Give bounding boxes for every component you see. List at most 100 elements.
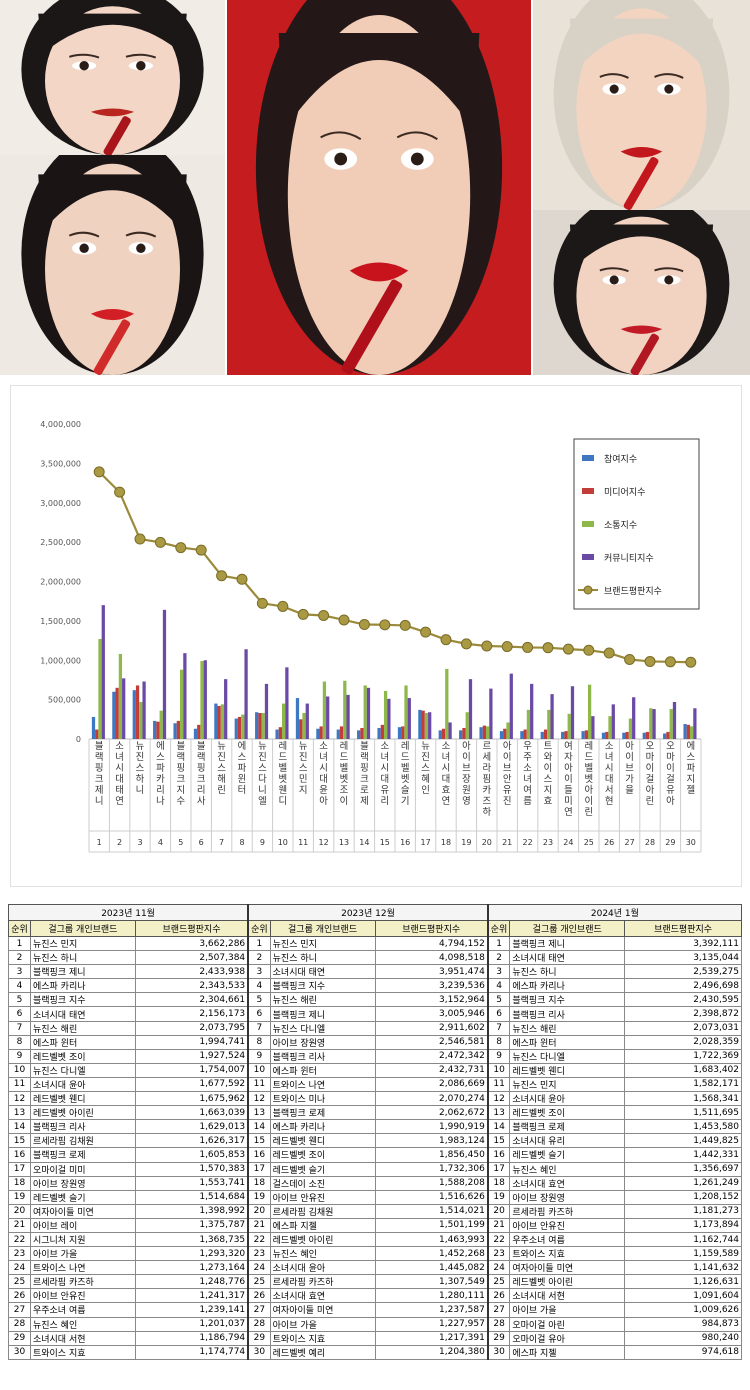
- bar-미디어지수: [401, 726, 405, 739]
- table-column-header: 걸그룹 개인브랜드: [29, 920, 136, 937]
- table-row: 20 여자아이들 미연 1,398,992 20 르세라핌 김채원 1,514,021 20…: [8, 1203, 742, 1219]
- line-point: [236, 573, 248, 585]
- brand-index-cell: 1,514,684: [134, 1189, 249, 1205]
- bar-참여지수: [214, 703, 218, 739]
- rank-cell: 29: [486, 1330, 511, 1346]
- bar-커뮤니티지수: [530, 683, 534, 739]
- rank-cell: 26: [247, 1288, 271, 1304]
- bar-소통지수: [587, 684, 592, 739]
- legend-label: 커뮤니티지수: [604, 553, 654, 564]
- bar-미디어지수: [95, 729, 99, 739]
- table-month-header: 2023년 12월: [247, 904, 489, 921]
- line-point: [460, 638, 472, 650]
- rank-cell: 16: [8, 1147, 31, 1163]
- line-point: [134, 533, 146, 545]
- brand-index-cell: 1,159,589: [624, 1246, 742, 1262]
- brand-index-cell: 1,677,592: [134, 1076, 249, 1093]
- y-tick-label: 2,000,000: [40, 578, 81, 587]
- photo-top-right: [533, 0, 750, 210]
- bar-미디어지수: [462, 727, 466, 739]
- brand-name-cell: 블랙핑크 리사: [29, 1119, 136, 1135]
- brand-name-cell: 아이브 가을: [269, 1316, 376, 1332]
- bar-소통지수: [506, 722, 510, 739]
- line-point: [277, 600, 289, 612]
- bar-참여지수: [255, 712, 259, 739]
- rank-cell: 9: [486, 1048, 511, 1064]
- bar-커뮤니티지수: [407, 698, 411, 739]
- brand-name-cell: 뉴진스 민지: [509, 1076, 626, 1093]
- brand-index-cell: 1,126,631: [624, 1274, 742, 1290]
- brand-index-cell: 2,911,602: [374, 1020, 489, 1036]
- rank-cell: 18: [247, 1175, 271, 1191]
- brand-name-cell: 레드벨벳 슬기: [29, 1189, 136, 1205]
- brand-name-cell: 레드벨벳 웬디: [269, 1133, 376, 1149]
- line-point: [562, 643, 574, 655]
- bar-소통지수: [159, 710, 163, 739]
- bar-소통지수: [139, 701, 143, 739]
- brand-index-cell: 1,754,007: [134, 1062, 249, 1078]
- bar-참여지수: [316, 728, 320, 739]
- line-point: [318, 609, 330, 621]
- brand-name-cell: 소녀시대 태연: [509, 950, 626, 966]
- brand-index-cell: 1,626,317: [134, 1133, 249, 1149]
- y-tick-label: 1,000,000: [40, 656, 81, 665]
- brand-name-cell: 블랙핑크 제니: [29, 964, 136, 980]
- bar-소통지수: [302, 713, 306, 739]
- rank-cell: 10: [247, 1062, 271, 1078]
- rank-cell: 2: [8, 950, 31, 966]
- bar-소통지수: [526, 709, 531, 739]
- brand-name-cell: 에스파 지젤: [269, 1217, 376, 1233]
- brand-index-cell: 3,135,044: [624, 950, 742, 966]
- bar-참여지수: [683, 724, 687, 739]
- line-point: [216, 570, 228, 582]
- table-row: 11 소녀시대 윤아 1,677,592 11 트와이스 나연 2,086,669 11 뉴진…: [8, 1076, 742, 1093]
- brand-name-cell: 트와이스 지효: [29, 1344, 136, 1360]
- line-point: [195, 544, 207, 556]
- bar-커뮤니티지수: [244, 649, 248, 739]
- brand-name-cell: 오마이걸 미미: [29, 1161, 136, 1177]
- bar-미디어지수: [645, 731, 650, 739]
- line-point: [603, 647, 615, 659]
- category-rank-label: 1: [97, 838, 102, 847]
- brand-index-cell: 1,990,919: [374, 1119, 489, 1135]
- bar-미디어지수: [115, 687, 119, 739]
- rank-cell: 26: [8, 1288, 31, 1304]
- ranking-tables: 2023년 11월 2023년 12월 2024년 1월 순위 걸그룹 개인브랜드 브랜드…: [8, 904, 742, 1360]
- rank-cell: 15: [8, 1133, 31, 1149]
- brand-index-cell: 1,375,787: [134, 1217, 249, 1233]
- table-row: 2 뉴진스 하니 2,507,384 2 뉴진스 하니 4,098,518 2 소녀시대 태연…: [8, 950, 742, 966]
- brand-name-cell: 뉴진스 혜인: [509, 1161, 626, 1177]
- bar-미디어지수: [299, 719, 303, 739]
- category-rank-label: 8: [239, 838, 244, 847]
- bar-소통지수: [465, 712, 469, 739]
- brand-index-cell: 2,546,581: [374, 1034, 489, 1050]
- table-column-header: 브랜드평판지수: [134, 920, 249, 937]
- bar-참여지수: [438, 730, 442, 739]
- table-row: 5 블랙핑크 지수 2,304,661 5 뉴진스 해린 3,152,964 5 블랙핑크 지…: [8, 992, 742, 1008]
- brand-name-cell: 르세라핌 카즈하: [509, 1203, 626, 1219]
- bar-미디어지수: [360, 727, 364, 739]
- line-point: [420, 626, 432, 638]
- table-row: 7 뉴진스 해린 2,073,795 7 뉴진스 다니엘 2,911,602 7 뉴진스 해린…: [8, 1020, 742, 1036]
- rank-cell: 17: [486, 1161, 511, 1177]
- table-row: 3 블랙핑크 제니 2,433,938 3 소녀시대 태연 3,951,474 3 뉴진스 하…: [8, 964, 742, 980]
- rank-cell: 5: [486, 992, 511, 1008]
- brand-index-cell: 1,445,082: [374, 1260, 489, 1276]
- bar-미디어지수: [543, 729, 548, 739]
- bar-소통지수: [322, 681, 327, 739]
- rank-cell: 28: [8, 1316, 31, 1332]
- bar-소통지수: [281, 703, 286, 739]
- bar-커뮤니티지수: [591, 716, 595, 739]
- bar-커뮤니티지수: [652, 709, 656, 739]
- brand-name-cell: 레드벨벳 아이린: [29, 1105, 136, 1121]
- bar-참여지수: [418, 709, 422, 739]
- rank-cell: 23: [8, 1246, 31, 1262]
- rank-cell: 24: [8, 1260, 31, 1276]
- bar-미디어지수: [380, 724, 384, 739]
- bar-미디어지수: [421, 710, 425, 739]
